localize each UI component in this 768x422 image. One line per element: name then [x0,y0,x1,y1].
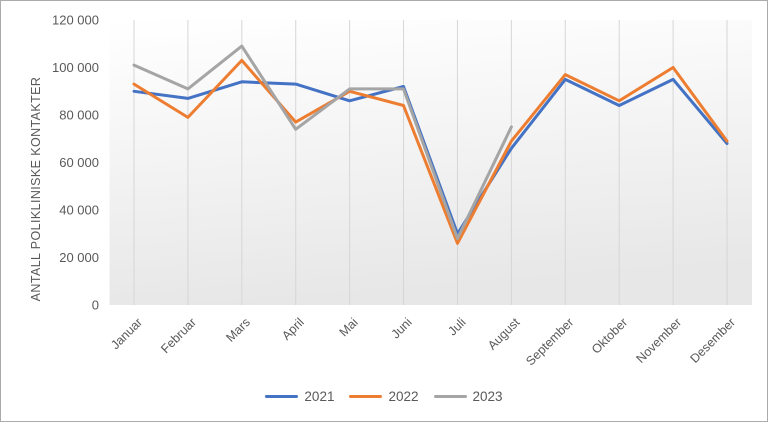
x-month-label-juni: Juni [389,315,415,341]
x-month-label-mars: Mars [223,315,253,345]
gridlines [133,20,728,305]
legend-item-2023[interactable]: 2023 [433,389,503,404]
legend-label-2021: 2021 [304,389,335,404]
legend-label-2023: 2023 [472,389,503,404]
y-axis-title: ANTALL POLIKLINISKE KONTAKTER [29,76,43,302]
x-month-label-september: September [523,315,576,368]
series-lines [132,44,729,245]
x-month-label-november: November [634,315,685,366]
y-axis-labels: 0 20 000 40 000 60 000 80 000 100 000 120 000 [52,13,99,313]
x-month-label-januar: Januar [108,315,145,352]
y-tick-label: 100 000 [52,60,99,75]
legend: 2021 2022 2023 [1,389,767,404]
x-month-label-februar: Februar [158,315,199,356]
x-month-label-april: April [279,315,307,343]
x-month-label-desember: Desember [687,315,738,366]
x-axis-labels: Januar Februar Mars April Mai Juni Juli August S… [108,315,738,369]
y-tick-label: 120 000 [52,13,99,28]
legend-item-2022[interactable]: 2022 [349,389,419,404]
legend-label-2022: 2022 [388,389,419,404]
x-month-label-juli: Juli [445,315,468,338]
y-tick-label: 40 000 [59,203,99,218]
legend-swatch-2023 [433,395,467,398]
series-line-2023 [132,44,513,240]
legend-item-2021[interactable]: 2021 [265,389,334,404]
y-tick-label: 20 000 [59,250,99,265]
x-month-label-mai: Mai [337,315,361,339]
x-month-label-oktober: Oktober [589,315,630,356]
series-line-2022 [132,58,729,245]
x-month-label-august: August [485,315,523,353]
y-tick-label: 80 000 [59,108,99,123]
legend-swatch-2022 [349,395,383,398]
legend-swatch-2021 [265,395,299,398]
y-tick-label: 0 [92,298,99,313]
y-tick-label: 60 000 [59,155,99,170]
